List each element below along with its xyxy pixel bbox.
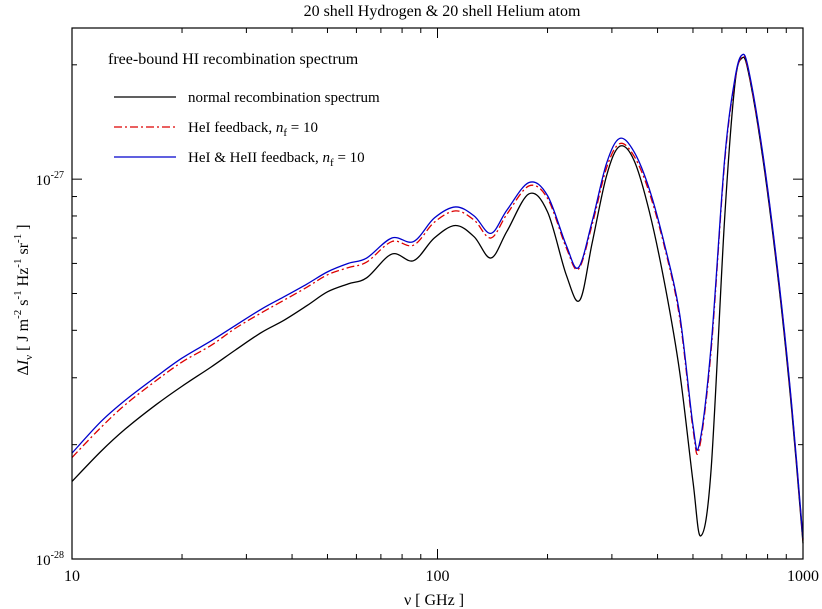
plot-lines xyxy=(71,53,804,544)
chart-title: 20 shell Hydrogen & 20 shell Helium atom xyxy=(304,3,581,20)
series-line-1 xyxy=(71,55,804,541)
y-tick-label-0: 10-28 xyxy=(36,550,64,569)
legend-label-heii: HeI & HeII feedback, nf = 10 xyxy=(188,150,365,169)
x-tick-label-1: 100 xyxy=(426,568,450,585)
x-axis-label: ν [ GHz ] xyxy=(404,592,464,609)
y-axis-label: ΔIν[ J m-2s-1Hz-1sr-1] xyxy=(12,224,35,375)
axis-ticks: 10 100 1000 10-28 10-27 xyxy=(36,28,819,585)
series-line-2 xyxy=(71,53,804,539)
y-tick-label-1: 10-27 xyxy=(36,170,64,189)
x-tick-label-0: 10 xyxy=(64,568,80,585)
legend-label-hei: HeI feedback, nf = 10 xyxy=(188,120,318,139)
x-tick-label-2: 1000 xyxy=(787,568,819,585)
series-line-0 xyxy=(71,56,804,544)
legend: normal recombination spectrum HeI feedba… xyxy=(114,90,380,169)
annotation-text: free-bound HI recombination spectrum xyxy=(108,51,359,68)
legend-label-normal: normal recombination spectrum xyxy=(188,90,380,106)
